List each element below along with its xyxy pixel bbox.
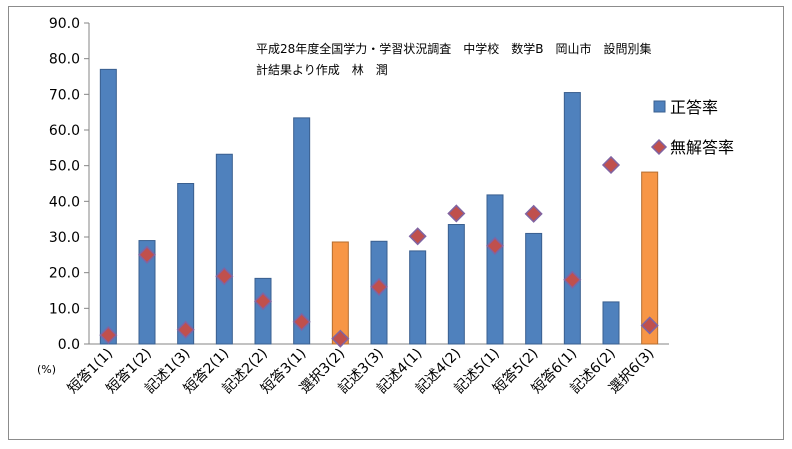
legend-swatch-no-answer-rate — [650, 138, 668, 156]
marker-no-answer-rate — [292, 312, 311, 331]
y-tick-label: 50.0 — [49, 159, 80, 175]
y-tick-labels: 0.0 10.0 20.0 30.0 40.0 50.0 60.0 70.0 80.0 90.0 — [49, 16, 80, 353]
marker-no-answer-rate — [640, 316, 659, 335]
marker-no-answer-rate — [369, 277, 389, 296]
bar-correct-rate — [215, 153, 233, 345]
y-tick-label: 20.0 — [49, 266, 80, 282]
chart-title-line-2: 計結果より作成 林 潤 — [256, 62, 388, 77]
marker-no-answer-rate — [331, 329, 350, 348]
chart-frame: 0.0 10.0 20.0 30.0 40.0 50.0 60.0 70.0 80.0 90.0 … — [8, 6, 784, 440]
bar-correct-rate — [177, 183, 195, 345]
chart-svg: 0.010.020.030.040.050.060.070.080.090.0 … — [37, 16, 734, 397]
legend: 正答率 無解答率 — [650, 98, 734, 157]
legend-swatch-correct-rate — [653, 100, 666, 113]
marker-no-answer-rate — [601, 155, 621, 175]
marker-no-answer-rate — [253, 292, 273, 311]
bar-correct-rate — [409, 250, 427, 345]
y-tick-label: 90.0 — [49, 16, 80, 32]
bar-correct-rate — [563, 92, 581, 345]
marker-no-answer-rate — [99, 326, 118, 345]
marker-no-answer-rate — [485, 236, 505, 255]
marker-no-answer-rate — [524, 204, 543, 223]
marker-no-answer-rate — [215, 267, 234, 286]
y-tick-label: 40.0 — [49, 194, 80, 210]
bar-correct-rate — [525, 232, 543, 345]
bar-correct-rate — [641, 171, 659, 345]
x-category-labels: 短答1(1)短答1(2)記述1(3)短答2(1)記述2(2)短答3(1)選択3(… — [64, 345, 657, 397]
bar-correct-rate — [486, 194, 504, 345]
y-tick-label: 80.0 — [49, 52, 80, 68]
y-tick-label: 10.0 — [49, 301, 80, 317]
y-tick-label: 70.0 — [49, 87, 80, 103]
y-tick-label: 0.0 — [58, 337, 80, 353]
marker-no-answer-rate — [137, 245, 157, 264]
bar-correct-rate — [447, 224, 465, 345]
bar-correct-rate — [138, 240, 156, 345]
legend-label-no-answer-rate: 無解答率 — [670, 138, 734, 157]
bar-correct-rate — [293, 117, 311, 345]
y-tick-label: 30.0 — [49, 230, 80, 246]
marker-no-answer-rate — [408, 227, 427, 246]
marker-no-answer-rate — [176, 320, 195, 339]
bar-correct-rate — [99, 68, 117, 345]
bar-series — [99, 68, 659, 345]
bar-correct-rate — [254, 277, 272, 345]
marker-series — [99, 155, 659, 348]
bar-correct-rate — [331, 241, 349, 345]
y-unit-label: (%) — [37, 363, 56, 376]
chart-title-line-1: 平成28年度全国学力・学習状況調査 中学校 数学B 岡山市 設問別集 — [256, 41, 652, 56]
legend-label-correct-rate: 正答率 — [670, 98, 718, 117]
y-tick-label: 60.0 — [49, 123, 80, 139]
bar-correct-rate — [602, 301, 620, 345]
marker-no-answer-rate — [447, 204, 466, 223]
marker-no-answer-rate — [563, 270, 582, 289]
